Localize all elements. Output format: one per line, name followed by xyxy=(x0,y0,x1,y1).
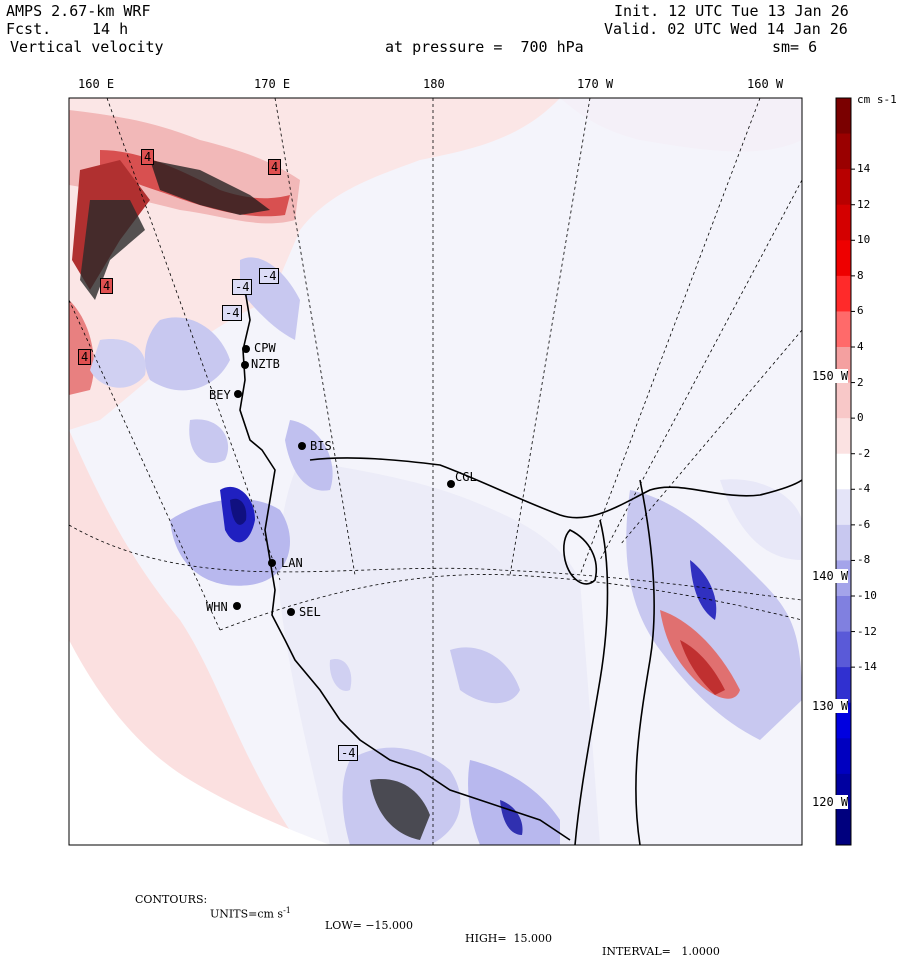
colorbar-segment xyxy=(836,738,851,775)
footer-high: HIGH= 15.000 xyxy=(465,932,553,945)
colorbar-tick-label: 12 xyxy=(857,197,871,211)
colorbar-tick-label: 6 xyxy=(857,304,864,318)
station-label-bey: BEY xyxy=(209,388,231,402)
colorbar-segment xyxy=(836,169,851,206)
colorbar-segment xyxy=(836,489,851,526)
lat-label-130w: 130 W xyxy=(812,699,849,713)
colorbar-tick-label: -2 xyxy=(857,446,871,460)
velocity-map xyxy=(68,97,855,846)
contour-label: 4 xyxy=(78,349,92,365)
contour-label: -4 xyxy=(232,279,253,295)
lon-label-160w: 160 W xyxy=(747,77,784,91)
colorbar-segment xyxy=(836,240,851,277)
colorbar-tick-label: -10 xyxy=(857,589,877,602)
colorbar-tick-label: 14 xyxy=(857,162,871,176)
map-frame xyxy=(68,97,803,846)
station-bis-dot xyxy=(298,442,306,450)
colorbar xyxy=(835,97,855,846)
lon-label-180: 180 xyxy=(423,77,445,91)
station-lan-dot xyxy=(268,559,276,567)
forecast-label: Fcst. xyxy=(6,20,52,38)
contour-label: -4 xyxy=(222,305,243,321)
parallel-1 xyxy=(69,524,802,601)
colorbar-units: cm s-1 xyxy=(857,93,897,106)
footer-low: LOW= −15.000 xyxy=(325,919,414,932)
lon-label-170w: 170 W xyxy=(577,77,614,91)
colorbar-segment xyxy=(836,418,851,455)
station-label-bis: BIS xyxy=(310,439,332,453)
valid-time: Valid. 02 UTC Wed 14 Jan 26 xyxy=(604,20,848,38)
colorbar-segment xyxy=(836,631,851,668)
station-label-sel: SEL xyxy=(299,605,321,619)
lat-label-150w: 150 W xyxy=(812,369,849,383)
model-title: AMPS 2.67-km WRF xyxy=(6,2,151,20)
contour-label: 4 xyxy=(141,149,155,165)
station-bey-dot xyxy=(234,390,242,398)
lon-label-160e: 160 E xyxy=(78,77,115,91)
positive-band-east xyxy=(660,610,740,699)
colorbar-segment xyxy=(836,311,851,348)
pressure-level: at pressure = 700 hPa xyxy=(385,38,584,56)
meridian-170w xyxy=(509,98,591,576)
colorbar-tick-label: -14 xyxy=(857,660,877,674)
contour-label: -4 xyxy=(259,268,280,284)
meridian-170e xyxy=(274,98,356,576)
station-sel-dot xyxy=(287,608,295,616)
forecast-hour: 14 h xyxy=(92,20,129,38)
colorbar-tick-label: -4 xyxy=(857,482,871,496)
station-cpw-dot xyxy=(242,345,250,353)
smoothing: sm= 6 xyxy=(772,38,818,56)
contour-label: -4 xyxy=(338,745,359,761)
lat-label-120w: 120 W xyxy=(812,795,849,809)
contour-label: 4 xyxy=(268,159,282,175)
station-label-whn: WHN xyxy=(206,600,228,614)
colorbar-tick-label: 8 xyxy=(857,268,864,282)
colorbar-tick-label: -8 xyxy=(857,553,871,567)
colorbar-segment xyxy=(836,524,851,561)
colorbar-tick-label: 4 xyxy=(857,340,864,353)
footer-units: UNITS=cm s-1 xyxy=(210,906,291,921)
negative-patch-west xyxy=(144,317,230,391)
colorbar-tick-label: -12 xyxy=(857,624,877,638)
footer-interval: INTERVAL= 1.0000 xyxy=(602,945,720,958)
colorbar-segment xyxy=(836,204,851,241)
variable-name: Vertical velocity xyxy=(10,38,164,56)
colorbar-frame xyxy=(835,97,852,846)
colorbar-tick-label: 0 xyxy=(857,411,864,425)
station-label-cpw: CPW xyxy=(254,341,276,355)
colorbar-segment xyxy=(836,382,851,419)
colorbar-tick-label: 2 xyxy=(857,375,864,389)
footer: CONTOURS: UNITS=cm s-1 LOW= −15.000 HIGH… xyxy=(0,880,900,958)
colorbar-segment xyxy=(836,98,851,135)
station-whn-dot xyxy=(233,602,241,610)
coastline xyxy=(239,289,802,845)
station-label-nztb: NZTB xyxy=(251,357,280,371)
contour-label: 4 xyxy=(100,278,114,294)
colorbar-segment xyxy=(836,453,851,490)
colorbar-tick-label: -6 xyxy=(857,517,871,531)
init-time: Init. 12 UTC Tue 13 Jan 26 xyxy=(614,2,849,20)
colorbar-segment xyxy=(836,133,851,170)
lat-label-140w: 140 W xyxy=(812,569,849,583)
station-label-lan: LAN xyxy=(281,556,303,570)
ice-region xyxy=(69,640,330,845)
colorbar-segment xyxy=(836,596,851,633)
station-nztb-dot xyxy=(241,361,249,369)
colorbar-segment xyxy=(836,275,851,312)
colorbar-tick-label: 10 xyxy=(857,233,871,247)
station-cgl-dot xyxy=(447,480,455,488)
colorbar-segment xyxy=(836,809,851,846)
colorbar-segment xyxy=(836,667,851,704)
station-label-cgl: CGL xyxy=(455,470,477,484)
lon-label-170e: 170 E xyxy=(254,77,291,91)
